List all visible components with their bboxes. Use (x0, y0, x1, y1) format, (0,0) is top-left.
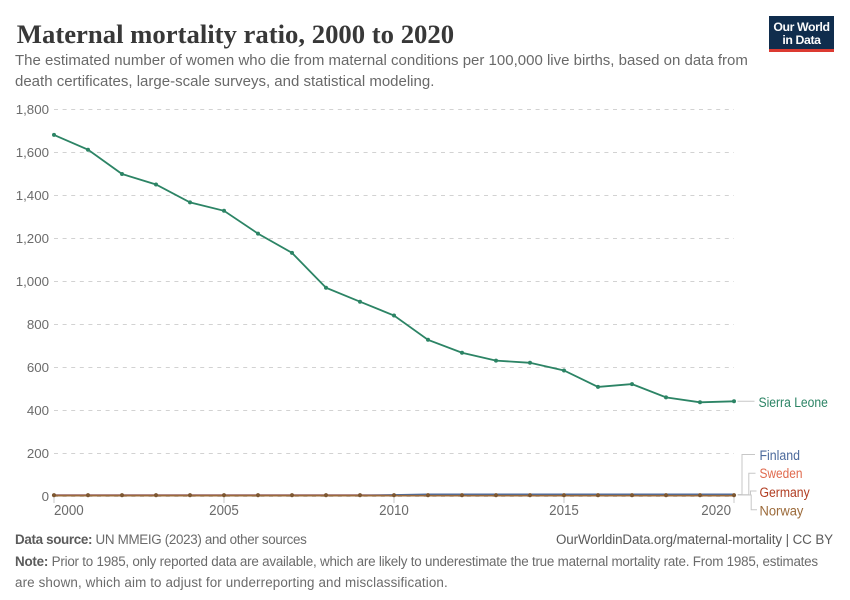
svg-text:1,000: 1,000 (16, 274, 49, 289)
svg-text:0: 0 (42, 489, 49, 504)
svg-text:400: 400 (27, 403, 49, 418)
svg-text:1,600: 1,600 (16, 145, 49, 160)
svg-text:Sierra Leone: Sierra Leone (759, 395, 828, 411)
svg-text:1,800: 1,800 (16, 102, 49, 117)
svg-text:Sweden: Sweden (760, 466, 803, 482)
svg-text:2005: 2005 (209, 503, 239, 519)
svg-text:1,400: 1,400 (16, 188, 49, 203)
svg-text:2010: 2010 (379, 503, 409, 519)
svg-text:800: 800 (27, 317, 49, 332)
svg-text:Norway: Norway (760, 504, 805, 520)
svg-text:200: 200 (27, 446, 49, 461)
svg-text:Germany: Germany (760, 485, 811, 501)
svg-text:2020: 2020 (701, 503, 731, 519)
svg-text:600: 600 (27, 360, 49, 375)
svg-text:1,200: 1,200 (16, 231, 49, 246)
svg-text:Finland: Finland (760, 448, 801, 464)
svg-text:2000: 2000 (54, 503, 84, 519)
svg-text:2015: 2015 (549, 503, 579, 519)
